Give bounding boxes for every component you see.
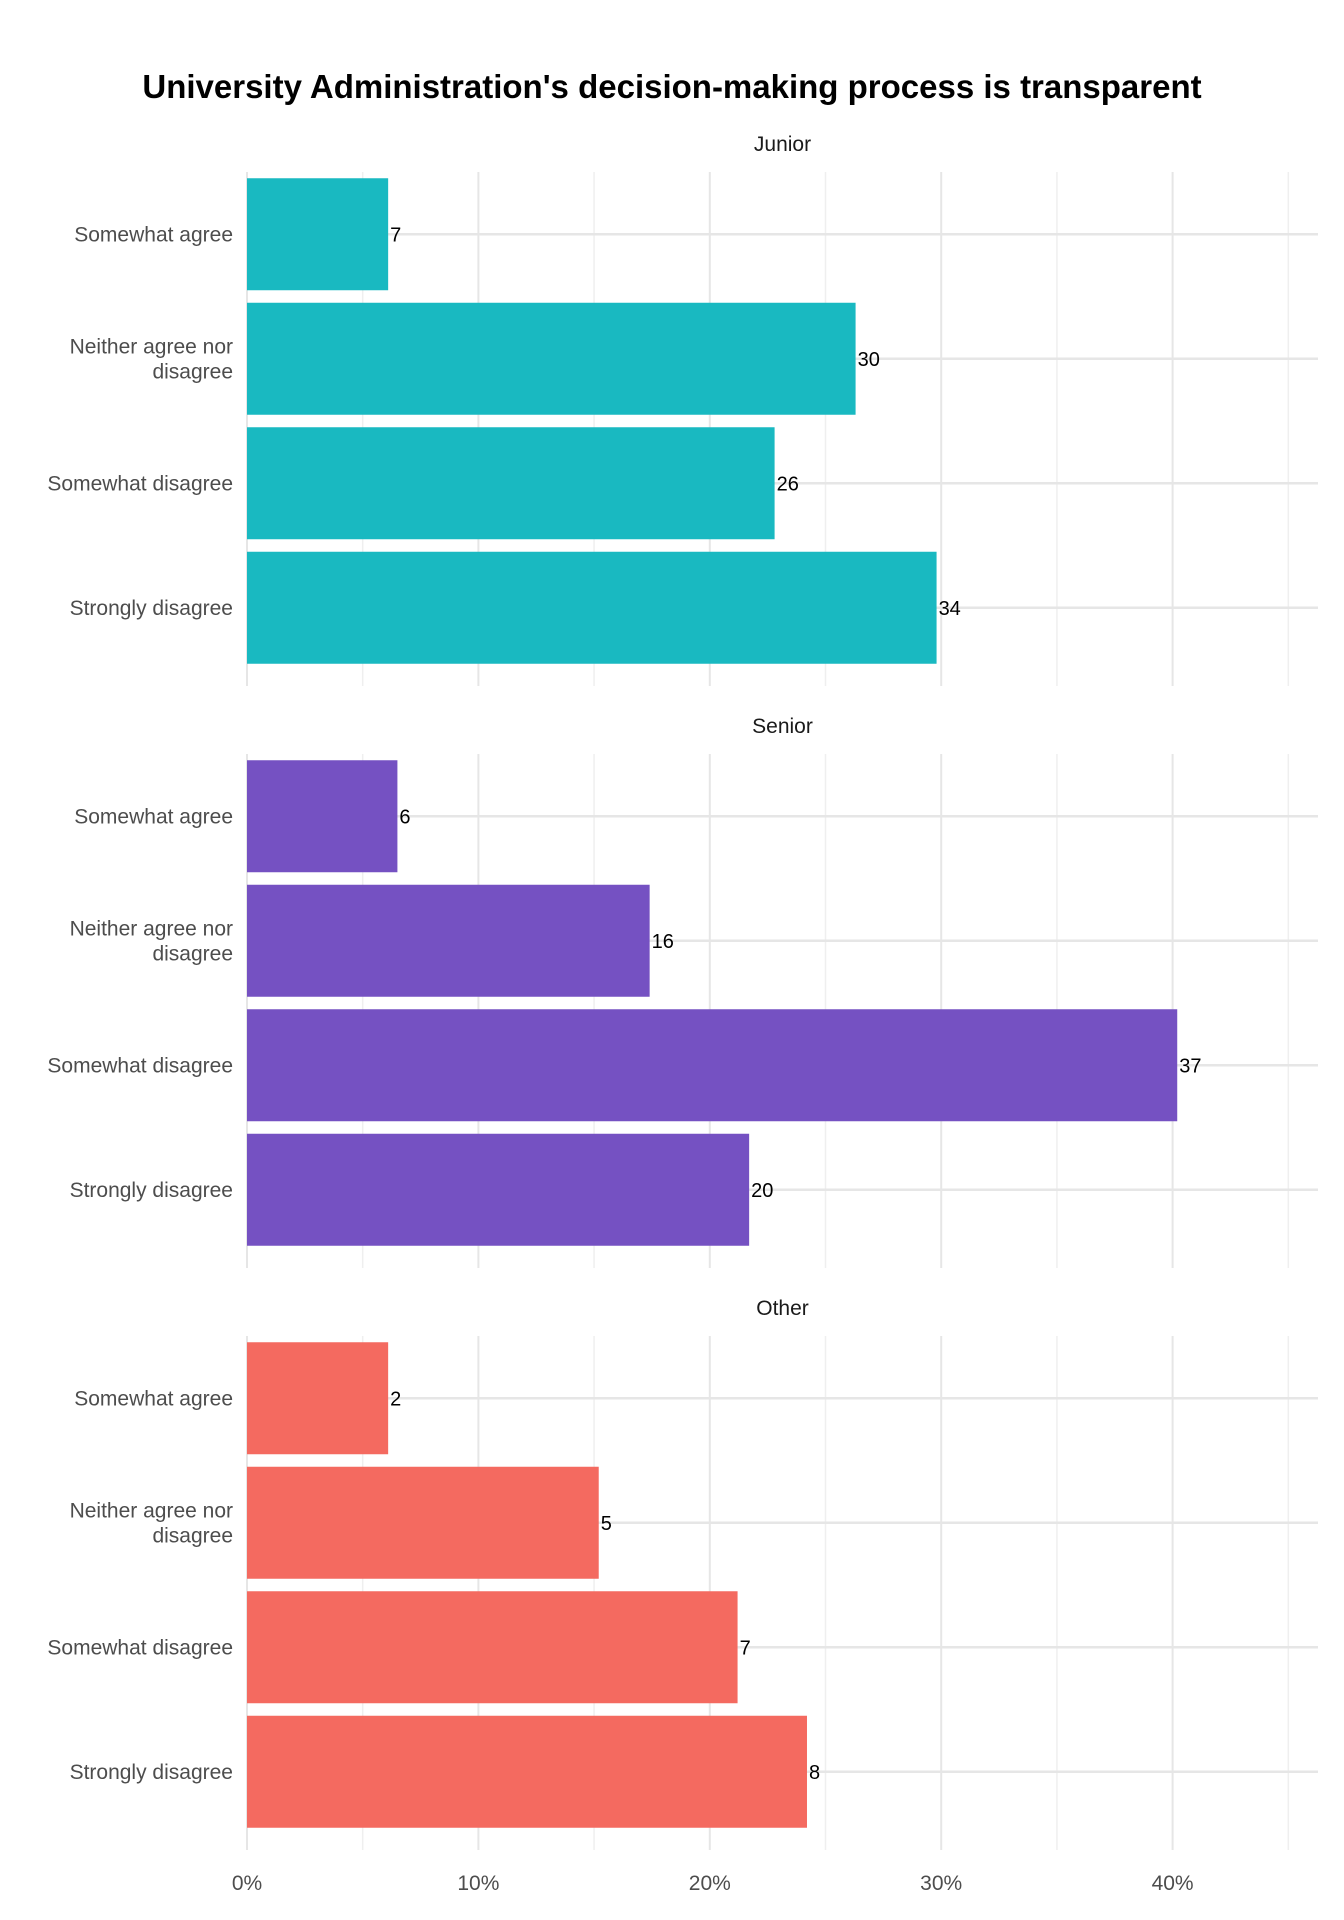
- category-label-line: Somewhat agree: [74, 805, 233, 828]
- value-label: 26: [777, 473, 799, 495]
- bar: [247, 178, 389, 291]
- category-label: Somewhat disagree: [47, 1054, 233, 1077]
- x-tick-label: 20%: [689, 1872, 731, 1895]
- category-label: Somewhat agree: [74, 223, 233, 246]
- bar: [247, 760, 398, 873]
- category-label-line: Strongly disagree: [70, 597, 233, 620]
- category-label-line: Strongly disagree: [70, 1179, 233, 1202]
- bar: [247, 884, 650, 997]
- value-label: 37: [1179, 1055, 1201, 1077]
- category-label-line: Neither agree nor: [70, 335, 233, 358]
- category-label-line: Somewhat agree: [74, 223, 233, 246]
- value-label: 20: [751, 1180, 773, 1202]
- bar: [247, 1466, 599, 1579]
- category-label: Strongly disagree: [70, 597, 233, 620]
- bar: [247, 551, 937, 664]
- facet-panel-other: Other 2 Somewhat agree 5 Neither agree nor di…: [47, 1297, 1318, 1850]
- bar: [247, 1591, 738, 1704]
- category-label: Somewhat disagree: [47, 472, 233, 495]
- facet-label: Senior: [752, 715, 813, 738]
- value-label: 34: [939, 598, 961, 620]
- chart-title: University Administration's decision-mak…: [142, 68, 1202, 105]
- category-label-line: Somewhat agree: [74, 1387, 233, 1410]
- bar: [247, 1342, 389, 1455]
- value-label: 30: [858, 349, 880, 371]
- category-label-line: Somewhat disagree: [47, 1636, 233, 1659]
- value-label: 16: [652, 931, 674, 953]
- category-label: Neither agree nor disagree: [70, 335, 233, 383]
- value-label: 2: [390, 1388, 401, 1410]
- category-label: Strongly disagree: [70, 1761, 233, 1784]
- category-label: Somewhat agree: [74, 805, 233, 828]
- facet-panel-junior: Junior 7 Somewhat agree 30 Neither agree nor…: [47, 133, 1318, 686]
- x-tick-label: 0%: [232, 1872, 262, 1895]
- category-label-line: disagree: [152, 360, 233, 383]
- category-label: Neither agree nor disagree: [70, 1499, 233, 1547]
- value-label: 7: [390, 224, 401, 246]
- category-label: Neither agree nor disagree: [70, 917, 233, 965]
- category-label: Somewhat agree: [74, 1387, 233, 1410]
- x-tick-label: 10%: [457, 1872, 499, 1895]
- bar: [247, 1715, 807, 1828]
- value-label: 7: [740, 1637, 751, 1659]
- category-label-line: Neither agree nor: [70, 917, 233, 940]
- value-label: 5: [601, 1513, 612, 1535]
- category-label-line: Somewhat disagree: [47, 1054, 233, 1077]
- bar: [247, 1133, 750, 1246]
- x-axis: 0% 10% 20% 30% 40%: [232, 1872, 1194, 1895]
- facet-label: Other: [756, 1297, 809, 1320]
- category-label-line: Somewhat disagree: [47, 472, 233, 495]
- facet-panel-senior: Senior 6 Somewhat agree 16 Neither agree nor…: [47, 715, 1318, 1268]
- bar: [247, 427, 775, 540]
- category-label-line: disagree: [152, 1524, 233, 1547]
- category-label-line: disagree: [152, 942, 233, 965]
- bar: [247, 1009, 1178, 1122]
- category-label-line: Neither agree nor: [70, 1499, 233, 1522]
- bar: [247, 302, 856, 415]
- value-label: 8: [809, 1762, 820, 1784]
- category-label-line: Strongly disagree: [70, 1761, 233, 1784]
- category-label: Strongly disagree: [70, 1179, 233, 1202]
- category-label: Somewhat disagree: [47, 1636, 233, 1659]
- x-tick-label: 30%: [920, 1872, 962, 1895]
- value-label: 6: [399, 806, 410, 828]
- facet-label: Junior: [754, 133, 811, 156]
- x-tick-label: 40%: [1152, 1872, 1194, 1895]
